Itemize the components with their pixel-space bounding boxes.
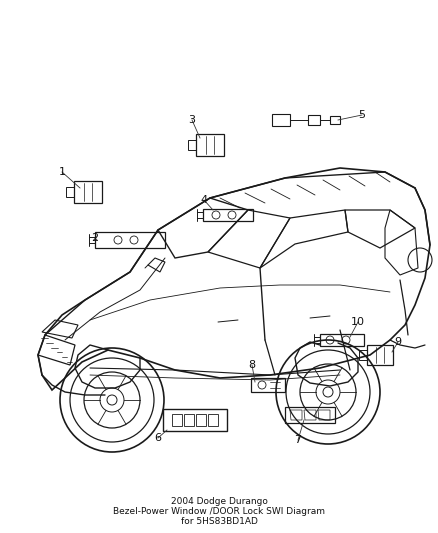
Text: 5: 5 [358,110,365,120]
Text: 1: 1 [59,167,66,177]
Text: 8: 8 [248,360,255,370]
Text: 7: 7 [294,435,301,445]
Text: 9: 9 [395,337,402,347]
Text: 4: 4 [201,195,208,205]
Text: 3: 3 [188,115,195,125]
Text: 10: 10 [351,317,365,327]
Text: 6: 6 [155,433,162,443]
Text: for 5HS83BD1AD: for 5HS83BD1AD [180,516,258,526]
Text: 2004 Dodge Durango: 2004 Dodge Durango [170,497,268,505]
Text: 2: 2 [92,233,99,243]
Text: Bezel-Power Window /DOOR Lock SWI Diagram: Bezel-Power Window /DOOR Lock SWI Diagra… [113,506,325,515]
